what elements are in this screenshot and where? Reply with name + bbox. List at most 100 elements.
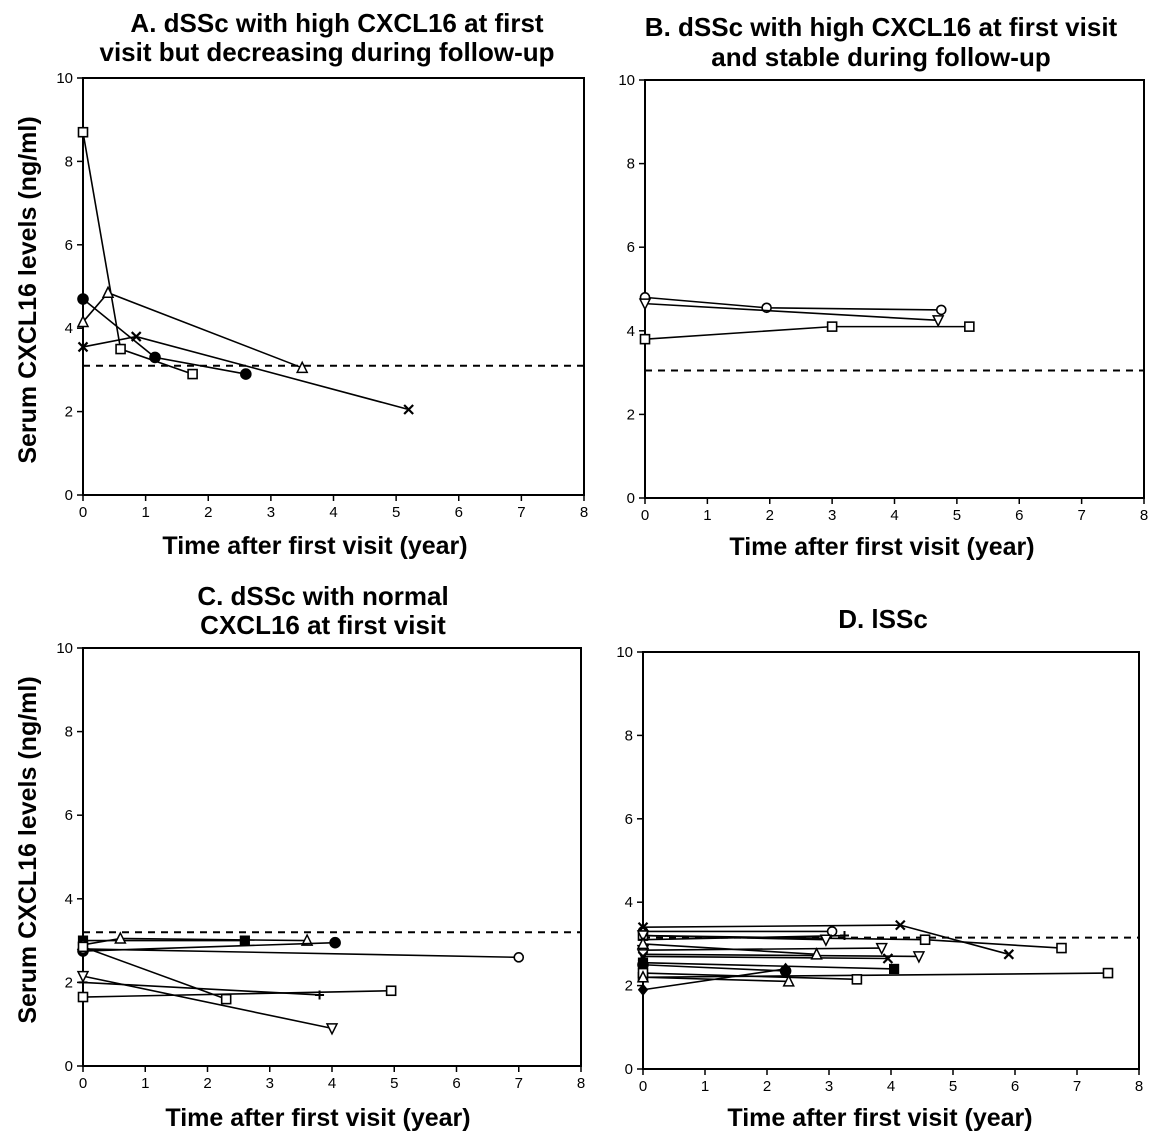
panel-a-plot-area [76, 77, 585, 496]
panel-c-x-tick-label: 4 [328, 1075, 336, 1092]
panel-d-series-9 [636, 936, 823, 960]
panel-d-series-3-point [1056, 942, 1067, 954]
panel-c-series-7 [77, 985, 397, 1003]
panel-a-series-3 [76, 285, 309, 374]
panel-c-x-tick-label: 0 [79, 1075, 87, 1092]
panel-c-x-tick-label: 7 [515, 1075, 523, 1092]
panel-b-x-axis-label: Time after first visit (year) [729, 533, 1034, 561]
panel-b-series-1 [639, 292, 947, 316]
panel-d-series-15-point [637, 983, 649, 997]
panel-d-series-2-point [1003, 949, 1015, 960]
panel-c-x-tick-label: 6 [452, 1075, 460, 1092]
panel-c-y-tick-label: 0 [65, 1058, 73, 1075]
panel-c: C. dSSc with normal CXCL16 at first visi… [14, 581, 585, 1132]
panel-c-series-7-point [385, 985, 397, 997]
panel-a-y-tick-label: 2 [65, 404, 73, 421]
panel-d-series-6-line [642, 947, 882, 951]
panel-c-x-tick-label: 8 [577, 1075, 585, 1092]
panel-c-series-8 [76, 970, 339, 1036]
panel-c-x-axis-label: Time after first visit (year) [165, 1104, 470, 1132]
panel-c-series-4-point [513, 952, 525, 963]
panel-b-title-line-1: B. dSSc with high CXCL16 at first visit [645, 12, 1118, 42]
panel-a-x-tick-label: 2 [204, 504, 212, 521]
panel-c-series-5-point [220, 993, 232, 1005]
panel-c-series-3-point [329, 936, 341, 949]
panel-a-series-3-point [76, 314, 90, 328]
panel-c-title-line-2: CXCL16 at first visit [200, 610, 446, 640]
panel-d-x-tick-label: 0 [639, 1078, 647, 1095]
panel-d: D. lSSc 0 1 2 3 4 5 6 7 8 0 2 4 6 8 10 Time after firs… [616, 604, 1143, 1132]
panel-b-x-tick-label: 4 [890, 507, 898, 524]
panel-d-y-tick-label: 2 [625, 978, 633, 995]
panel-b-y-tick-label: 8 [627, 156, 635, 173]
panel-d-series-8 [637, 951, 894, 964]
panel-a-series-2 [77, 293, 252, 380]
panel-d-series-11 [637, 958, 792, 977]
panel-d-x-tick-label: 2 [763, 1078, 771, 1095]
panel-d-title-line-1: D. lSSc [838, 604, 928, 634]
panel-b-x-tick-label: 6 [1015, 507, 1023, 524]
panel-a-x-tick-label: 0 [79, 504, 87, 521]
panel-c-series-5-point [77, 941, 89, 953]
panel-a-x-tick-label: 5 [392, 504, 400, 521]
panel-a-ticks: 0 1 2 3 4 5 6 7 8 0 2 4 6 8 10 [56, 70, 588, 521]
panel-b-title-line-2: and stable during follow-up [711, 42, 1050, 72]
panel-d-x-tick-label: 4 [887, 1078, 895, 1095]
panel-c-y-tick-label: 10 [56, 640, 73, 657]
panel-d-series-6-point [875, 942, 888, 956]
panel-d-series-10-point [888, 963, 900, 975]
panel-a: A. dSSc with high CXCL16 at first visit … [14, 8, 588, 560]
panel-d-series-7-point [912, 951, 926, 964]
panel-a-series-1-point [115, 343, 126, 355]
panel-d-series-12-point [1102, 967, 1114, 979]
panel-d-x-tick-label: 6 [1011, 1078, 1019, 1095]
panel-d-series-4-point [840, 931, 849, 941]
panel-c-series-4 [77, 943, 525, 963]
panel-d-series-9-point [636, 936, 650, 950]
panel-d-x-tick-label: 1 [701, 1078, 709, 1095]
panel-a-series-1 [77, 126, 198, 380]
panel-d-series-7-line [642, 953, 919, 958]
panel-d-series-3-point [919, 934, 931, 946]
panel-b-series-3-point [964, 321, 975, 332]
panel-a-y-tick-label: 8 [65, 153, 73, 170]
panel-a-title-line-1: A. dSSc with high CXCL16 at first [130, 8, 543, 38]
panel-a-x-tick-label: 3 [267, 504, 275, 521]
panel-d-x-tick-label: 3 [825, 1078, 833, 1095]
panel-d-series-11-line [642, 963, 786, 972]
panel-c-ticks: 0 1 2 3 4 5 6 7 8 0 2 4 6 8 10 [56, 640, 585, 1092]
panel-b-series-3 [639, 321, 975, 345]
panel-b-x-tick-label: 8 [1140, 507, 1148, 524]
panel-d-series-5 [636, 930, 833, 947]
panel-d-series-15 [637, 962, 791, 997]
panel-d-x-tick-label: 8 [1135, 1078, 1143, 1095]
panel-d-series-5-point [819, 934, 833, 947]
panel-b-series-3-line [644, 325, 970, 340]
panel-d-series-2-point [637, 921, 649, 933]
panel-a-series-3-point [295, 360, 309, 374]
panel-a-series-2-point [77, 293, 89, 305]
panel-d-series-8-line [642, 955, 888, 960]
panel-d-series-2-point [895, 919, 906, 931]
panel-d-ticks: 0 1 2 3 4 5 6 7 8 0 2 4 6 8 10 [616, 644, 1143, 1095]
panel-b-ticks: 0 1 2 3 4 5 6 7 8 0 2 4 6 8 10 [618, 72, 1148, 524]
panel-a-series-4-point [77, 341, 89, 353]
panel-c-series-7-line [82, 989, 392, 998]
panel-b-frame [644, 79, 1145, 499]
panel-b-y-tick-label: 6 [627, 239, 635, 256]
panel-d-x-tick-label: 7 [1073, 1078, 1081, 1095]
panel-b-y-tick-label: 10 [618, 72, 635, 89]
panel-c-series-4-line [82, 948, 519, 959]
panel-b-series-1-line [644, 296, 942, 311]
panel-d-series-13-line [642, 972, 857, 981]
panel-d-series-9-point [810, 947, 823, 960]
panel-d-x-axis-label: Time after first visit (year) [727, 1104, 1032, 1132]
panel-a-y-axis-label: Serum CXCL16 levels (ng/ml) [14, 116, 42, 463]
panel-a-x-tick-label: 8 [580, 504, 588, 521]
panel-a-x-tick-label: 4 [329, 504, 337, 521]
panel-a-series-4-point [130, 331, 142, 342]
panel-b-x-tick-label: 7 [1077, 507, 1085, 524]
panel-d-series-15-point [780, 962, 791, 976]
panel-b-x-tick-label: 1 [703, 507, 711, 524]
